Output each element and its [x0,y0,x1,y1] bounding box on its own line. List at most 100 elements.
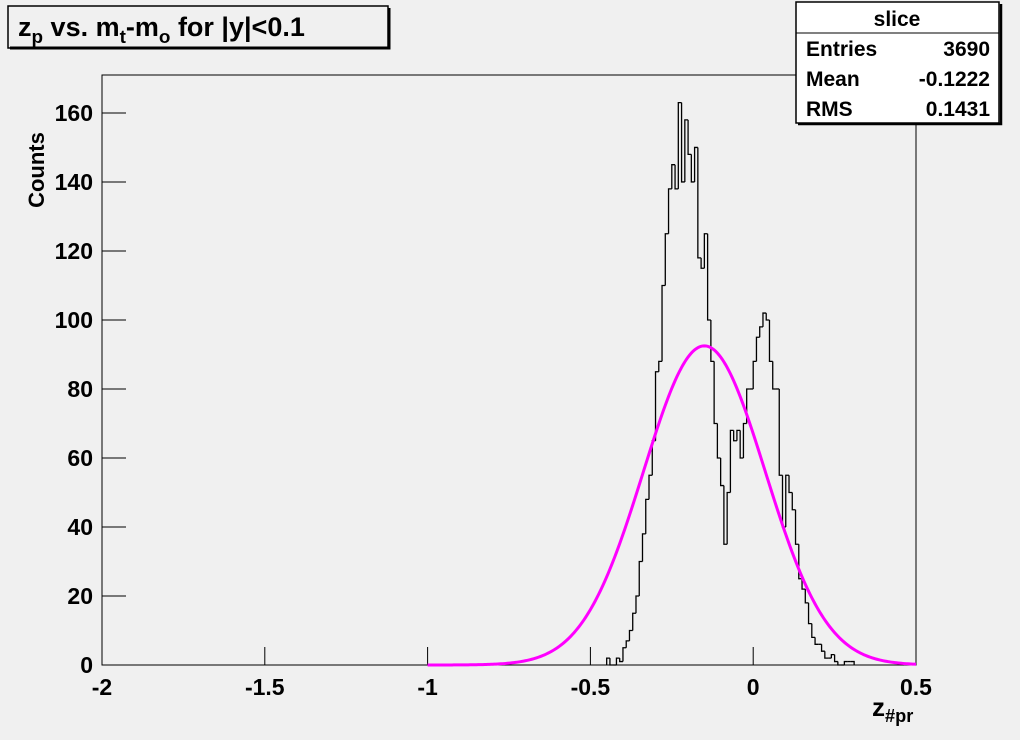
bin [635,595,640,614]
fit-curve [427,344,917,667]
bin [850,660,855,665]
x-tick-label: 0.5 [900,674,932,700]
y-tick-label: 80 [67,376,93,402]
bin [824,651,829,659]
bin [843,660,848,665]
text-part: for |y|<0.1 [170,12,304,42]
bin [785,474,790,527]
bin [791,492,796,511]
bin [706,233,711,321]
bin [661,284,666,362]
bin [788,475,793,494]
bin [667,188,672,234]
bin [801,578,806,590]
bin [794,509,799,545]
bin [713,361,718,425]
y-tick-label: 100 [55,307,93,333]
y-tick-label: 60 [67,445,93,471]
subscript: o [159,27,171,48]
bin [811,623,816,639]
bin [768,319,773,363]
bin [762,312,767,327]
bin [693,146,698,182]
x-tick-label: -2 [92,674,112,700]
title-box [7,5,389,49]
bin [645,498,650,534]
text-part: z [18,12,32,42]
stats-label: Mean [806,68,860,91]
subscript: t [120,27,127,48]
x-tick-label: -1.5 [245,674,285,700]
bin [710,319,715,363]
stats-value: 3690 [943,38,990,61]
bin [703,233,708,269]
bin [690,154,695,183]
bin [606,657,610,665]
bin [755,336,760,362]
bin [697,147,702,259]
bin [765,313,770,321]
bin [671,164,676,189]
bin [733,430,737,442]
bin [719,457,724,487]
bin [609,658,614,666]
stats-shadow [798,4,1003,126]
y-tick-label: 20 [67,583,93,609]
y-tick-label: 160 [55,100,93,126]
bin [641,533,646,562]
bin [664,233,669,286]
bin [684,119,689,182]
bin [632,612,636,631]
bin [723,485,728,545]
subscript: p [32,27,44,48]
bin [814,637,819,645]
bin [833,654,838,663]
bin [680,102,685,183]
bin [837,661,842,666]
bin [729,429,734,493]
bin [726,491,731,545]
y-tick-label: 140 [55,169,93,195]
bin [674,164,679,190]
x-tick-label: 0 [747,674,760,700]
stats-value: 0.1431 [926,98,991,121]
bin [716,423,721,459]
x-tick-label: -1 [417,674,438,700]
bin [648,474,653,500]
y-tick-label: 0 [80,652,93,678]
bin [798,544,803,580]
bin [628,629,633,641]
bin [687,119,692,156]
bin [820,644,825,652]
bin [739,430,744,459]
bin [638,560,643,596]
title-shadow [10,8,391,50]
frame [101,74,917,666]
stats-value: -0.1222 [919,68,990,91]
text-part: vs. m [43,12,120,42]
y-tick-label: 120 [55,238,93,264]
bin [830,653,835,659]
chart-title: zp vs. mt-mo for |y|<0.1 [18,12,305,48]
bin [804,589,809,604]
bin [700,257,705,269]
stats-label: RMS [806,98,853,121]
bin [622,647,627,662]
bin [752,360,757,389]
bin [658,360,663,372]
bin [778,388,783,476]
bin [772,361,776,390]
bin [654,371,659,441]
stats-label: Entries [806,38,877,61]
text-part: -m [126,12,159,42]
text-part: z [872,692,885,722]
bin [625,640,630,648]
subscript: #pr [885,706,913,726]
y-tick-label: 40 [67,514,93,540]
bin [742,422,747,458]
bin [736,429,741,441]
bin [619,658,623,663]
bin [677,101,682,189]
bin [615,657,620,665]
